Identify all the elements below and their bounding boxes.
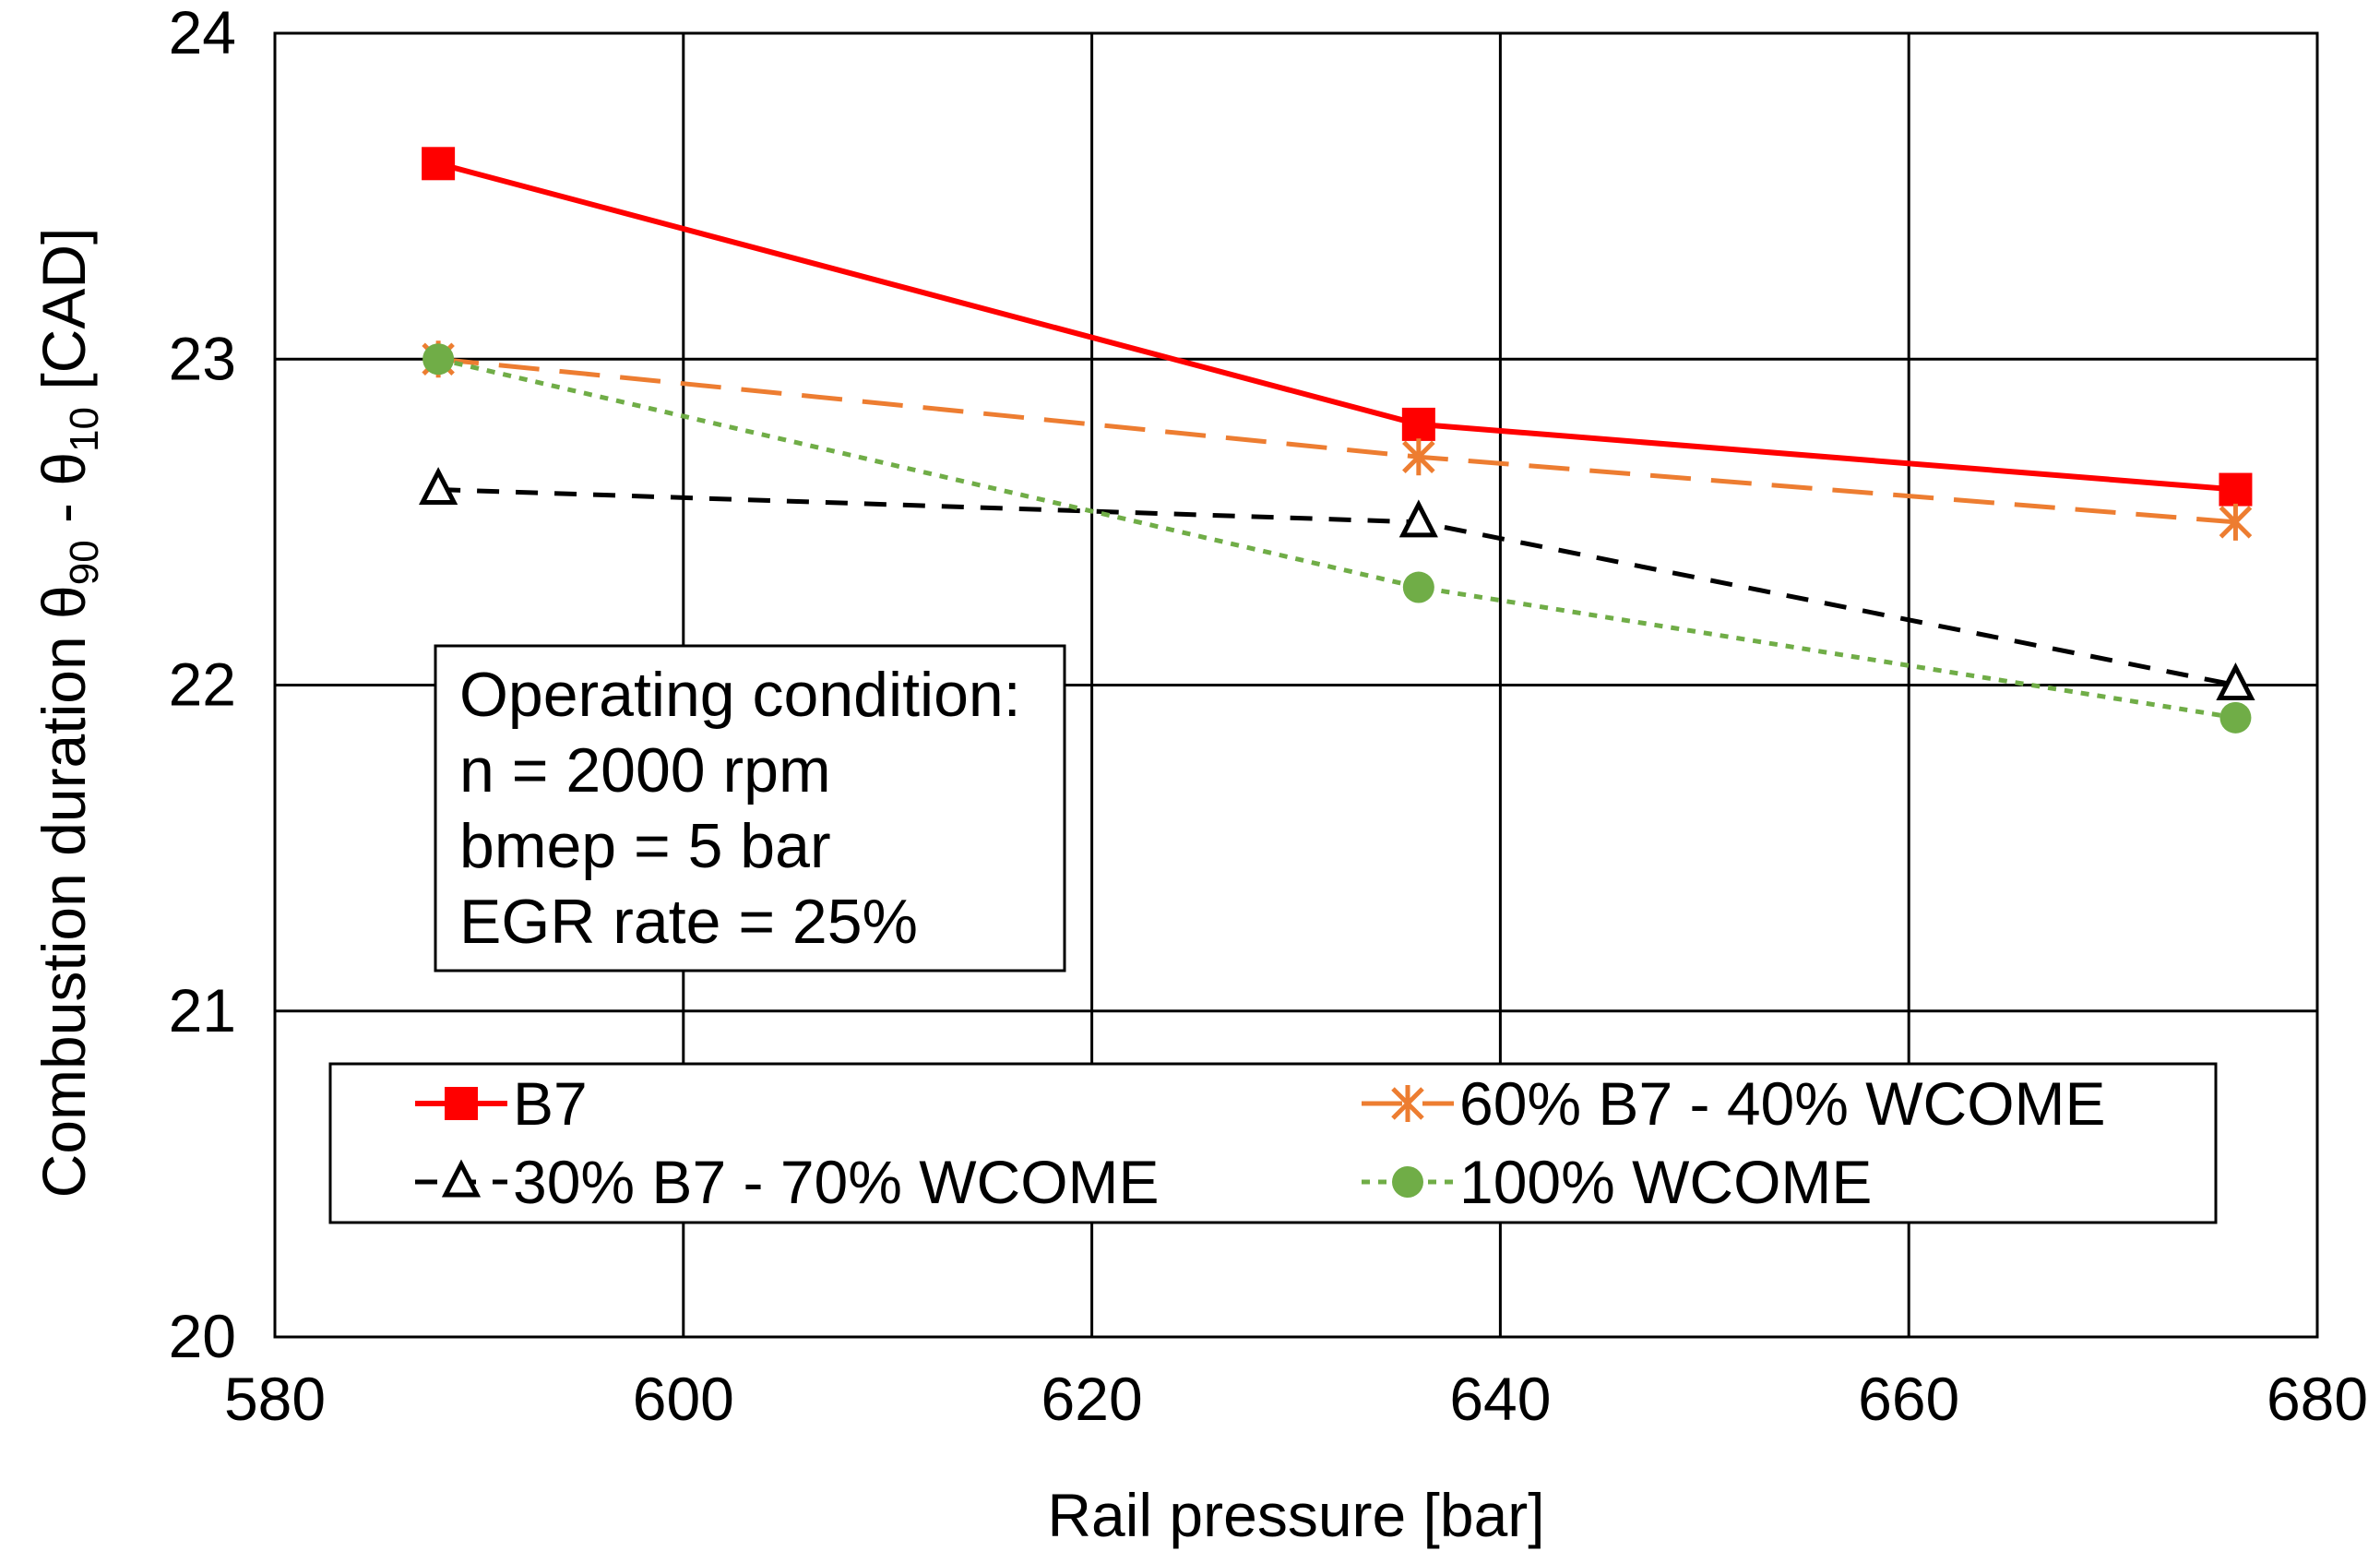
y-tick-labels: 20 21 22 23 24	[169, 0, 236, 1370]
data-point	[1401, 407, 1435, 441]
legend-item: 30% B7 - 70% WCOME	[415, 1148, 1160, 1216]
data-point	[1398, 499, 1438, 538]
legend-swatch-marker	[1391, 1085, 1424, 1122]
series-30-b7-70-wcome	[419, 467, 2255, 700]
x-tick-label: 620	[1041, 1365, 1143, 1433]
data-point	[2216, 662, 2255, 700]
y-tick-label: 24	[169, 0, 236, 66]
y-axis-title-mid: - θ	[30, 452, 98, 540]
operating-condition-bmep: bmep = 5 bar	[459, 811, 831, 881]
y-axis-title-sub10: 10	[62, 407, 107, 452]
data-point	[2219, 472, 2253, 507]
series-layer	[419, 147, 2255, 734]
series-line	[437, 161, 2236, 493]
data-point	[419, 467, 458, 506]
y-tick-label: 21	[169, 976, 236, 1044]
legend-frame	[328, 1062, 2218, 1224]
y-tick-label: 23	[169, 324, 236, 392]
x-tick-label: 640	[1449, 1365, 1551, 1433]
legend-swatch-marker	[445, 1087, 478, 1120]
legend-label: B7	[513, 1069, 588, 1138]
operating-condition-title: Operating condition:	[459, 660, 1021, 730]
data-point	[422, 147, 456, 181]
series-60-b7-40-wcome	[422, 340, 2253, 541]
series-line	[437, 356, 2236, 721]
y-axis-title-sub90: 90	[62, 540, 107, 585]
x-tick-label: 600	[633, 1365, 734, 1433]
data-point	[2219, 503, 2253, 541]
operating-condition-frame	[434, 644, 1066, 972]
operating-condition-egr: EGR rate = 25%	[459, 887, 918, 957]
legend: B7 60% B7 - 40% WCOME 30% B7 - 70% WCOME 10…	[328, 1062, 2218, 1224]
operating-condition-box: Operating condition: n = 2000 rpm bmep =…	[434, 644, 1066, 972]
legend-swatch-marker	[441, 1159, 482, 1198]
operating-condition-speed: n = 2000 rpm	[459, 735, 831, 805]
legend-swatch-marker	[1392, 1166, 1423, 1198]
legend-items: B7 60% B7 - 40% WCOME 30% B7 - 70% WCOME 10…	[415, 1069, 2106, 1216]
data-point	[2219, 701, 2252, 734]
legend-label: 100% WCOME	[1459, 1148, 1872, 1216]
data-point	[1402, 571, 1434, 603]
legend-item: 60% B7 - 40% WCOME	[1362, 1069, 2106, 1138]
x-tick-labels: 580 600 620 640 660 680	[224, 1365, 2368, 1433]
y-tick-label: 22	[169, 650, 236, 719]
x-axis-title: Rail pressure [bar]	[1047, 1481, 1544, 1549]
x-tick-label: 680	[2267, 1365, 2368, 1433]
x-tick-label: 660	[1858, 1365, 1959, 1433]
series-b7	[422, 147, 2253, 507]
data-point	[422, 343, 455, 376]
y-axis-title: Combustion duration θ90 - θ10 [CAD]	[30, 228, 107, 1199]
series-line	[437, 356, 2236, 525]
legend-item: B7	[415, 1069, 588, 1138]
y-tick-label: 20	[169, 1302, 236, 1370]
legend-item: 100% WCOME	[1362, 1148, 1872, 1216]
legend-label: 30% B7 - 70% WCOME	[513, 1148, 1160, 1216]
y-axis-title-suffix: [CAD]	[30, 228, 98, 407]
data-point	[1402, 438, 1435, 476]
x-tick-label: 580	[224, 1365, 326, 1433]
plot-frame	[273, 31, 2319, 1339]
series-100-wcome	[422, 343, 2252, 734]
y-axis-title-prefix: Combustion duration θ	[30, 585, 98, 1198]
legend-label: 60% B7 - 40% WCOME	[1459, 1069, 2106, 1138]
